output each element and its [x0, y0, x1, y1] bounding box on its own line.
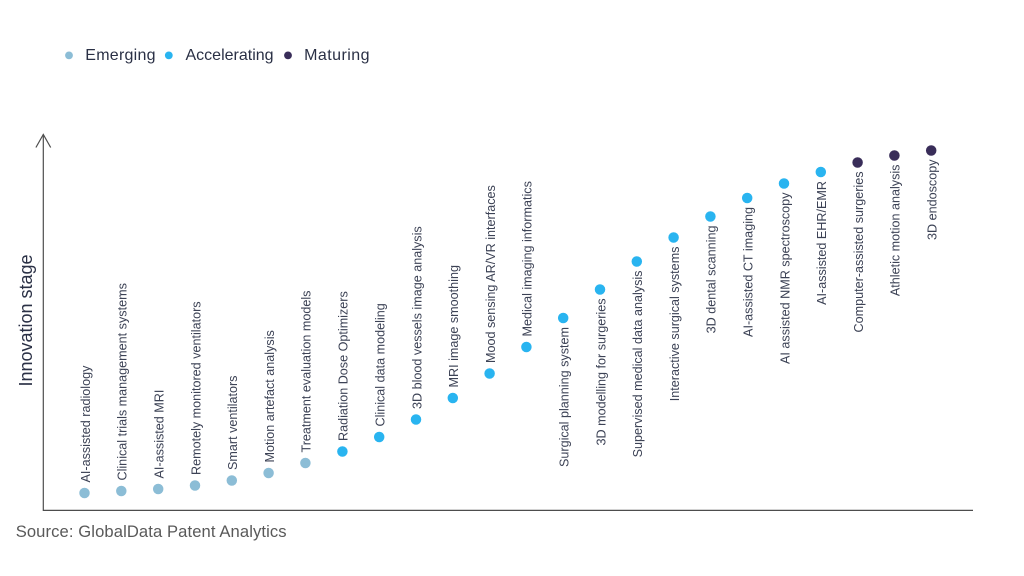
svg-text:Surgical planning system: Surgical planning system — [558, 327, 572, 467]
svg-text:Computer-assisted surgeries: Computer-assisted surgeries — [852, 172, 866, 333]
svg-text:AI-assisted EHR/EMR: AI-assisted EHR/EMR — [815, 181, 829, 305]
svg-text:Source: GlobalData Patent Anal: Source: GlobalData Patent Analytics — [16, 522, 287, 541]
svg-text:Supervised medical data analys: Supervised medical data analysis — [631, 271, 645, 458]
svg-text:3D endoscopy: 3D endoscopy — [926, 159, 940, 240]
svg-text:Innovation stage: Innovation stage — [16, 254, 36, 386]
svg-text:AI-assisted radiology: AI-assisted radiology — [79, 365, 93, 483]
svg-text:Athletic motion analysis: Athletic motion analysis — [889, 164, 903, 296]
svg-text:3D dental scanning: 3D dental scanning — [705, 226, 719, 334]
svg-text:AI-assisted CT imaging: AI-assisted CT imaging — [742, 207, 756, 337]
svg-text:AI-assisted MRI: AI-assisted MRI — [153, 390, 167, 479]
svg-text:Medical imaging informatics: Medical imaging informatics — [521, 181, 535, 336]
svg-text:AI assisted NMR spectroscopy: AI assisted NMR spectroscopy — [778, 192, 792, 364]
svg-text:Clinical trials management sys: Clinical trials management systems — [116, 283, 130, 480]
svg-text:Clinical data modeling: Clinical data modeling — [374, 303, 388, 426]
svg-text:Maturing: Maturing — [304, 47, 370, 64]
svg-text:Radiation Dose Optimizers: Radiation Dose Optimizers — [337, 291, 351, 441]
svg-text:Mood sensing AR/VR interfaces: Mood sensing AR/VR interfaces — [484, 185, 498, 363]
svg-text:Smart ventilators: Smart ventilators — [226, 376, 240, 470]
svg-text:Remotely monitored ventilators: Remotely monitored ventilators — [189, 301, 203, 475]
svg-text:Treatment evaluation models: Treatment evaluation models — [300, 291, 314, 453]
svg-text:MRI image smoothing: MRI image smoothing — [447, 265, 461, 387]
svg-text:Motion artefact analysis: Motion artefact analysis — [263, 330, 277, 462]
svg-text:Emerging: Emerging — [85, 47, 155, 64]
svg-text:3D blood vessels image analysi: 3D blood vessels image analysis — [410, 226, 424, 409]
svg-text:Accelerating: Accelerating — [186, 47, 274, 64]
svg-text:Interactive surgical systems: Interactive surgical systems — [668, 247, 682, 402]
svg-text:3D modelling for surgeries: 3D modelling for surgeries — [594, 299, 608, 446]
